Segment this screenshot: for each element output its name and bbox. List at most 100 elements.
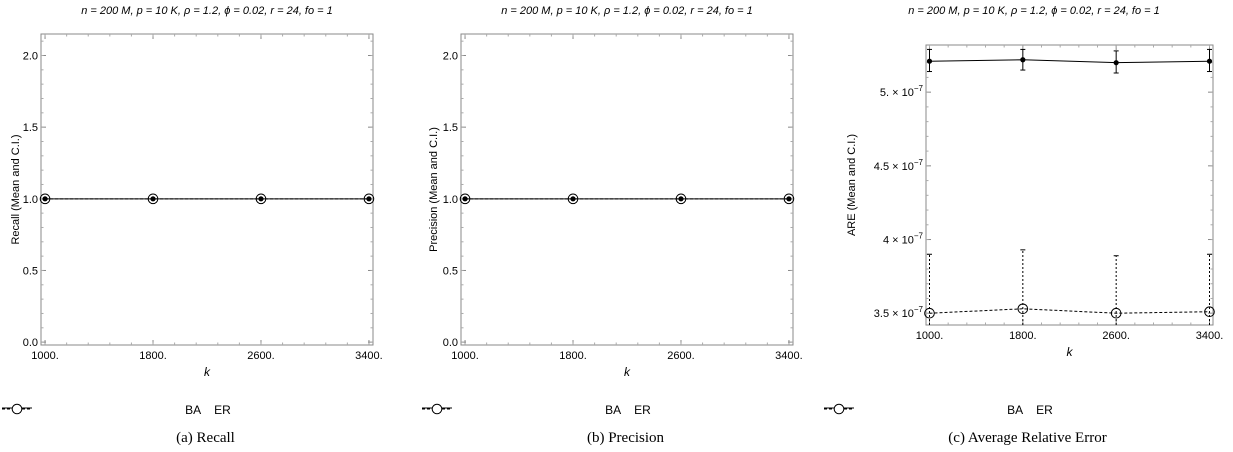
y-tick-label: 1.0 <box>443 194 458 206</box>
y-tick-label: 2.0 <box>23 50 38 62</box>
y-axis-label: ARE (Mean and C.I.) <box>846 134 858 236</box>
are-legend: BA ER <box>822 403 1233 417</box>
x-axis-label: k <box>624 365 631 379</box>
y-tick-mantissa: 3.5 × 10 <box>874 308 914 320</box>
point-ba <box>1206 58 1213 64</box>
x-axis-label: k <box>1067 345 1074 359</box>
are-chart-svg: n = 200 M, p = 10 K, ρ = 1.2, ϕ = 0.02, … <box>846 5 1224 359</box>
y-tick-label: 0.0 <box>443 337 458 349</box>
y-tick-label: 0.5 <box>23 265 38 277</box>
y-tick-exponent: −7 <box>914 158 924 167</box>
y-tick-label: 3.5 × 10−7 <box>874 305 924 320</box>
legend-item-ba: BA <box>2 403 202 417</box>
point-ba <box>42 196 48 202</box>
legend-er-marker <box>2 403 32 415</box>
legend-er-label: ER <box>214 403 231 417</box>
y-tick-exponent: −7 <box>914 84 924 93</box>
x-tick-label: 3400. <box>775 350 803 362</box>
y-tick-label: 1.0 <box>23 194 38 206</box>
point-er <box>567 193 579 205</box>
x-tick-label: 1000. <box>31 350 59 362</box>
y-tick-label: 0.5 <box>443 265 458 277</box>
y-tick-label: 4.5 × 10−7 <box>874 158 924 173</box>
y-tick-mantissa: 4.5 × 10 <box>874 161 914 173</box>
plot-frame <box>40 33 374 346</box>
point-ba <box>678 196 684 202</box>
point-er <box>675 193 687 205</box>
x-tick-label: 2600. <box>667 350 695 362</box>
precision-chart-svg: n = 200 M, p = 10 K, ρ = 1.2, ϕ = 0.02, … <box>428 5 803 379</box>
x-tick-label: 3400. <box>1196 330 1224 342</box>
y-axis-label: Recall (Mean and C.I.) <box>10 134 22 244</box>
x-tick-label: 1800. <box>1009 330 1037 342</box>
x-tick-label: 3400. <box>355 350 383 362</box>
chart-title: n = 200 M, p = 10 K, ρ = 1.2, ϕ = 0.02, … <box>501 5 753 17</box>
precision-legend: BA ER <box>420 403 831 417</box>
point-ba <box>462 196 468 202</box>
y-tick-exponent: −7 <box>914 305 924 314</box>
point-ba <box>258 196 264 202</box>
legend-item-er: ER <box>2 403 231 417</box>
point-ba <box>366 196 372 202</box>
point-er <box>1017 303 1029 315</box>
x-tick-label: 1000. <box>916 330 944 342</box>
plot-frame <box>925 44 1214 326</box>
point-er <box>783 193 795 205</box>
legend-er-marker <box>422 403 452 415</box>
legend-er-label: ER <box>634 403 651 417</box>
point-er <box>147 193 159 205</box>
x-axis-label: k <box>204 365 211 379</box>
legend-ba-label: BA <box>1007 403 1024 417</box>
y-tick-label: 1.5 <box>443 122 458 134</box>
x-tick-label: 1800. <box>559 350 587 362</box>
point-er <box>255 193 267 205</box>
legend-item-er: ER <box>824 403 1053 417</box>
panel-are: n = 200 M, p = 10 K, ρ = 1.2, ϕ = 0.02, … <box>822 0 1233 452</box>
point-ba <box>570 196 576 202</box>
point-er <box>39 193 51 205</box>
point-er <box>1110 307 1122 319</box>
caption-recall: (a) Recall <box>176 430 235 446</box>
legend-er-marker <box>824 403 854 415</box>
chart-title: n = 200 M, p = 10 K, ρ = 1.2, ϕ = 0.02, … <box>81 5 333 17</box>
series-line-ba <box>929 59 1210 64</box>
legend-item-er: ER <box>422 403 651 417</box>
chart-title: n = 200 M, p = 10 K, ρ = 1.2, ϕ = 0.02, … <box>908 5 1160 17</box>
x-tick-label: 1000. <box>451 350 479 362</box>
caption-precision: (b) Precision <box>586 430 665 446</box>
legend-ba-label: BA <box>185 403 202 417</box>
point-er <box>1204 306 1215 318</box>
recall-chart-svg: n = 200 M, p = 10 K, ρ = 1.2, ϕ = 0.02, … <box>10 5 383 379</box>
point-ba <box>786 196 792 202</box>
caption-are: (c) Average Relative Error <box>948 430 1107 446</box>
y-tick-label: 0.0 <box>23 337 38 349</box>
legend-ba-label: BA <box>605 403 622 417</box>
panel-recall: n = 200 M, p = 10 K, ρ = 1.2, ϕ = 0.02, … <box>0 0 411 452</box>
point-ba <box>1020 57 1026 63</box>
x-tick-label: 2600. <box>1102 330 1130 342</box>
point-er <box>459 193 471 205</box>
y-tick-label: 4 × 10−7 <box>883 232 924 247</box>
point-ba <box>926 58 933 64</box>
y-tick-mantissa: 4 × 10 <box>883 235 914 247</box>
y-tick-label: 5. × 10−7 <box>880 84 924 99</box>
legend-er-label: ER <box>1036 403 1053 417</box>
y-tick-label: 2.0 <box>443 50 458 62</box>
legend-item-ba: BA <box>824 403 1024 417</box>
y-axis-label: Precision (Mean and C.I.) <box>428 127 440 252</box>
plot-frame <box>460 33 794 346</box>
point-ba <box>1113 60 1119 66</box>
point-er <box>924 307 935 319</box>
y-tick-exponent: −7 <box>914 232 924 241</box>
point-ba <box>150 196 156 202</box>
panel-precision: n = 200 M, p = 10 K, ρ = 1.2, ϕ = 0.02, … <box>420 0 831 452</box>
x-tick-label: 2600. <box>247 350 275 362</box>
y-tick-label: 1.5 <box>23 122 38 134</box>
legend-item-ba: BA <box>422 403 622 417</box>
series-line-er <box>929 308 1210 314</box>
point-er <box>363 193 375 205</box>
recall-legend: BA ER <box>0 403 411 417</box>
x-tick-label: 1800. <box>139 350 167 362</box>
y-tick-mantissa: 5. × 10 <box>880 87 914 99</box>
